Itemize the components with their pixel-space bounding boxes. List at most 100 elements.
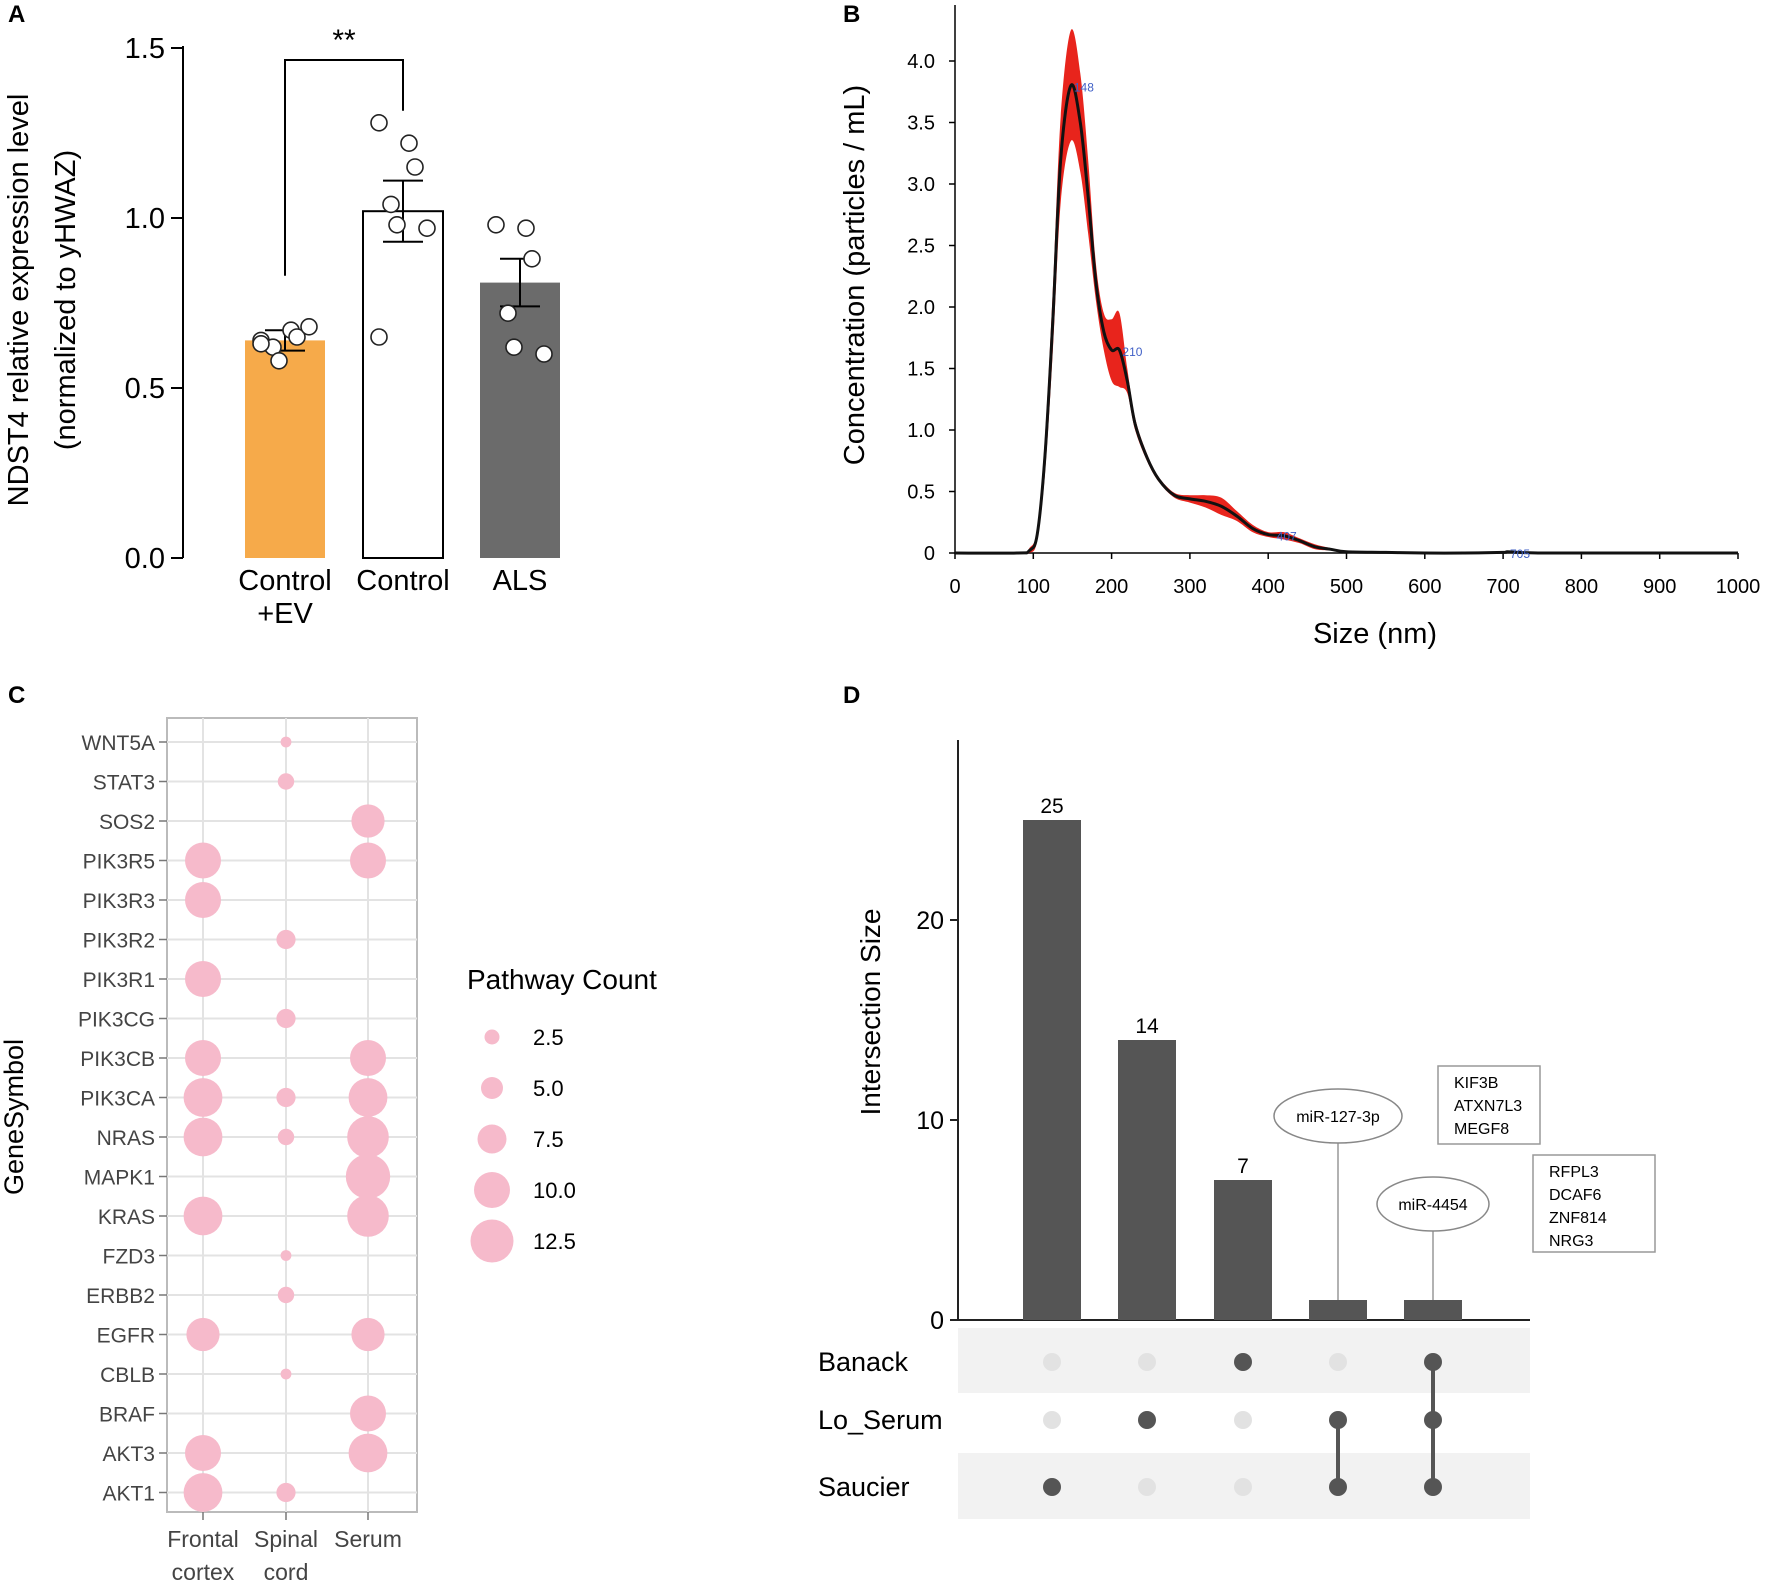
panel-b-y-tick-label: 2.5	[907, 236, 935, 258]
panel-a-bar	[362, 210, 444, 559]
panel-b-x-tick-label: 200	[1095, 576, 1128, 598]
panel-c-dot	[277, 773, 295, 790]
panel-a-data-point	[370, 114, 388, 132]
panel-a-data-point	[288, 328, 306, 346]
panel-c-gene-label: AKT1	[102, 1483, 155, 1506]
panel-d-gene-label: RFPL3	[1549, 1164, 1599, 1181]
panel-c-dot	[186, 1317, 220, 1352]
panel-d-matrix-dot	[1138, 1478, 1156, 1496]
panel-c-legend-label: 10.0	[533, 1178, 576, 1203]
panel-a-data-point	[370, 328, 388, 346]
panel-c-gene-label: PIK3R3	[83, 890, 155, 913]
panel-b-peak-label: 148	[1074, 81, 1094, 95]
panel-b-x-tick-label: 500	[1330, 576, 1363, 598]
panel-d-bar	[1214, 1180, 1272, 1320]
panel-a-data-point	[505, 338, 523, 357]
panel-a-data-point	[382, 195, 400, 214]
panel-c-gene-label: MAPK1	[84, 1167, 155, 1190]
panel-c-column-label: Serum	[334, 1526, 402, 1552]
panel-b-y-tick-label: 3.5	[907, 113, 935, 135]
panel-a-data-point	[418, 219, 436, 237]
panel-a-data-point	[523, 249, 541, 268]
panel-b-x-tick-label: 400	[1252, 576, 1285, 598]
panel-a-data-point	[406, 158, 424, 176]
panel-b-x-tick-label: 800	[1565, 576, 1598, 598]
panel-b-y-tick-label: 4.0	[907, 51, 935, 73]
panel-c-dot	[276, 929, 296, 950]
panel-c-column-label: Frontal	[167, 1526, 239, 1552]
panel-b-error-band	[955, 29, 1738, 554]
panel-c-dot	[277, 1128, 295, 1146]
panel-c-dot	[351, 804, 385, 838]
panel-d-gene-label: KIF3B	[1454, 1075, 1498, 1092]
panel-b-y-tick-label: 1.0	[907, 420, 935, 442]
panel-c-dot	[350, 1395, 386, 1432]
panel-c-dot	[185, 882, 221, 918]
panel-b-y-tick-label: 0	[924, 543, 935, 565]
panel-label-a: A	[8, 1, 25, 28]
panel-d-matrix-dot	[1234, 1411, 1252, 1429]
panel-d-bar-label: 25	[1040, 795, 1063, 818]
panel-c-dot	[350, 842, 386, 879]
panel-d-ylabel: Intersection Size	[855, 909, 886, 1116]
panel-b-peak-label: 705	[1510, 547, 1530, 561]
panel-a-y-tick-label: 0.5	[125, 373, 165, 405]
panel-a-data-point	[400, 134, 418, 152]
panel-c-legend-dot	[481, 1077, 503, 1099]
panel-b-y-tick-label: 1.5	[907, 359, 935, 381]
panel-c-legend-dot	[477, 1124, 507, 1154]
panel-a-y-tick-label: 1.5	[125, 33, 165, 65]
panel-d-gene-label: MEGF8	[1454, 1121, 1509, 1138]
panel-b-y-tick-label: 0.5	[907, 482, 935, 504]
panel-c-gene-label: CBLB	[100, 1364, 155, 1387]
panel-a-data-point	[252, 334, 270, 353]
panel-c-dot	[347, 1195, 389, 1237]
panel-b-peak-label: 210	[1122, 345, 1142, 359]
panel-b-line-chart: Concentration (particles / mL) Size (nm)…	[839, 5, 1760, 650]
panel-a-x-tick-label: Control	[238, 565, 332, 597]
panel-c-gene-label: PIK3CG	[78, 1009, 155, 1032]
panel-c-dot	[348, 1078, 388, 1117]
panel-c-legend-dot	[484, 1029, 500, 1045]
panel-c-dot	[277, 1286, 295, 1304]
panel-c-gene-label: KRAS	[98, 1206, 155, 1229]
panel-d-y-tick-label: 20	[916, 907, 944, 935]
panel-b-x-tick-label: 900	[1643, 576, 1676, 598]
panel-a-bar	[245, 340, 325, 558]
panel-c-dot	[183, 1196, 223, 1236]
panel-d-y-tick-label: 0	[930, 1307, 944, 1335]
panel-b-mean-line	[954, 83, 1738, 555]
panel-d-matrix-dot	[1138, 1353, 1156, 1371]
panel-a-data-point	[300, 317, 318, 336]
panel-b-xlabel: Size (nm)	[1313, 618, 1437, 650]
panel-d-bar	[1404, 1300, 1462, 1320]
panel-c-dot	[345, 1154, 391, 1199]
panel-c-dot-plot: GeneSymbol Pathway Count WNT5A STAT3 SOS2 P…	[0, 717, 657, 1583]
panel-a-x-tick-label: +EV	[257, 598, 313, 630]
panel-c-dot	[276, 1087, 296, 1108]
panel-b-x-tick-label: 700	[1486, 576, 1519, 598]
panel-c-legend-dot	[470, 1219, 514, 1263]
panel-d-matrix-dot	[1043, 1353, 1061, 1371]
panel-c-dot	[348, 1433, 388, 1473]
panel-c-gene-label: PIK3R5	[83, 851, 155, 874]
panel-c-dot	[185, 1040, 221, 1076]
panel-c-dot	[350, 1040, 386, 1076]
panel-d-matrix-dot	[1043, 1411, 1061, 1429]
panel-c-gene-label: AKT3	[102, 1443, 155, 1466]
panel-a-data-point	[270, 351, 288, 370]
panel-a-significance-label: **	[332, 24, 356, 57]
panel-c-dot	[276, 1008, 296, 1029]
panel-c-gene-label: BRAF	[99, 1404, 155, 1427]
panel-c-legend-title: Pathway Count	[467, 964, 657, 995]
panel-b-y-tick-label: 2.0	[907, 297, 935, 319]
panel-d-mirna-label: miR-4454	[1398, 1197, 1467, 1214]
panel-d-set-label: Lo_Serum	[818, 1405, 943, 1435]
panel-a-data-point	[535, 345, 553, 363]
panel-c-column-label: Spinal	[254, 1526, 318, 1552]
panel-b-y-tick-label: 3.0	[907, 174, 935, 196]
panel-c-dot	[280, 736, 292, 748]
panel-b-peak-label: 407	[1277, 530, 1297, 544]
panel-b-x-tick-label: 600	[1408, 576, 1441, 598]
